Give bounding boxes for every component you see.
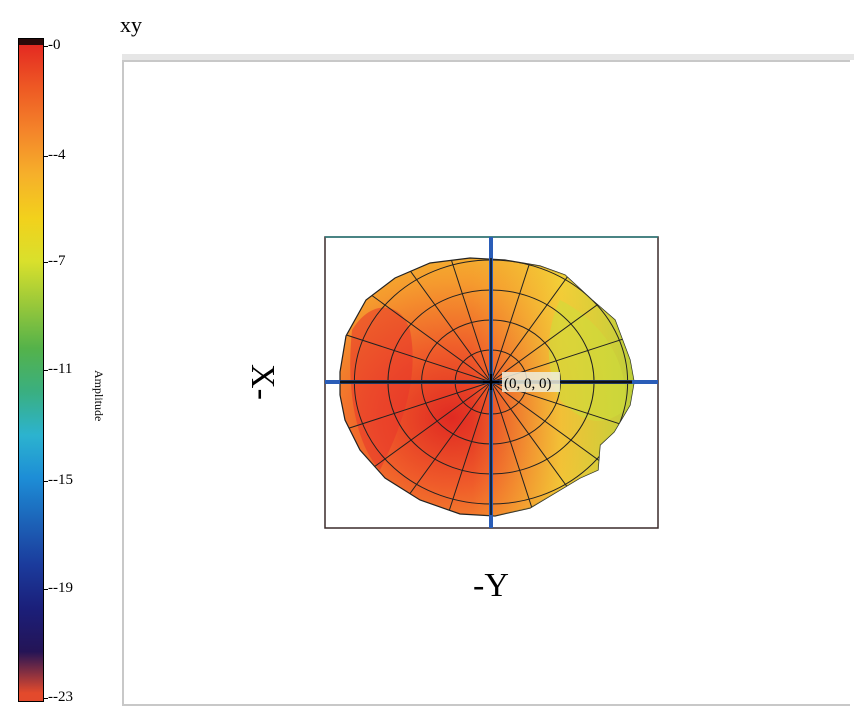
origin-label-bg — [502, 372, 560, 392]
polar-grid-spoke — [340, 319, 492, 383]
colorbar-tick-label: -0 — [48, 37, 61, 53]
polar-grid-spoke — [428, 258, 492, 383]
colorbar-tick-label: --19 — [48, 580, 73, 596]
heatmap-surface — [339, 257, 635, 517]
polar-grid-spoke — [490, 258, 554, 383]
colorbar-tick-mark — [44, 156, 48, 157]
view-top-strip — [122, 54, 854, 60]
polar-grid-spoke — [340, 381, 492, 445]
colorbar-tick-label: --15 — [48, 472, 73, 488]
polar-grid-spoke — [490, 381, 634, 445]
heatmap-hotspot-right — [548, 300, 626, 421]
colorbar-tick-label: --23 — [48, 689, 73, 705]
heatmap-hotspot-left — [350, 307, 413, 470]
colorbar-tick-mark — [44, 698, 48, 699]
colorbar-tick-mark — [44, 589, 48, 590]
y-axis-label: X- — [244, 364, 281, 400]
colorbar-tick-label: --7 — [48, 253, 66, 269]
origin-label: (0, 0, 0) — [504, 376, 552, 392]
colorbar-tick-mark — [44, 370, 48, 371]
x-axis-label: -Y — [473, 567, 509, 604]
colorbar-tick-label: --11 — [48, 361, 73, 377]
polar-grid-spoke — [490, 319, 634, 383]
view-title: xy — [120, 12, 142, 37]
colorbar-tick-mark — [44, 46, 48, 47]
colorbar-tick-mark — [44, 262, 48, 263]
colorbar-tick-mark — [44, 481, 48, 482]
colorbar — [18, 38, 44, 702]
polar-grid-spoke — [490, 381, 554, 516]
origin-marker — [483, 374, 499, 390]
colorbar-tick-label: --4 — [48, 147, 66, 163]
polar-grid-spoke — [428, 381, 492, 516]
